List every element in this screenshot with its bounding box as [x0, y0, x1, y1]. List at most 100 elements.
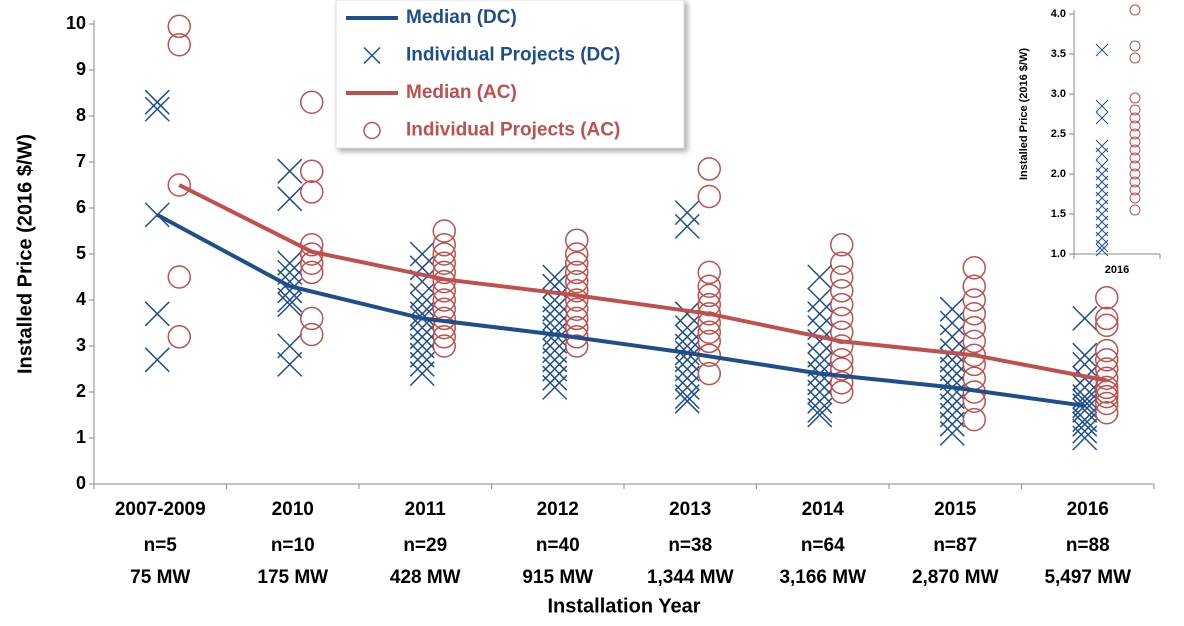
project-ac-marker: [697, 329, 721, 354]
project-dc-marker: [939, 356, 965, 382]
project-dc-marker: [807, 342, 833, 368]
project-ac-marker: [1129, 128, 1141, 140]
project-ac-marker: [830, 233, 854, 257]
project-dc-marker: [277, 351, 303, 377]
project-ac-marker: [1129, 152, 1141, 164]
legend-box: [335, 0, 685, 149]
x-tick-capacity: 2,870 MW: [912, 567, 999, 588]
x-tick-sample-size: n=10: [271, 535, 315, 556]
x-tick-sample-size: n=64: [801, 535, 845, 556]
project-dc-marker: [409, 333, 435, 359]
project-dc-marker: [939, 393, 965, 419]
project-dc-marker: [807, 379, 833, 405]
project-dc-marker: [1072, 305, 1098, 331]
y-tick-label: 4: [76, 289, 86, 309]
project-dc-marker: [409, 241, 435, 267]
project-ac-marker: [565, 251, 589, 275]
project-ac-marker: [962, 302, 986, 326]
project-ac-marker: [1129, 168, 1141, 180]
project-dc-marker: [409, 324, 435, 350]
project-ac-marker: [830, 292, 854, 317]
project-ac-marker: [962, 315, 986, 340]
y-tick-label: 8: [76, 105, 86, 125]
legend-o-marker: [363, 121, 381, 140]
project-ac-marker: [1129, 160, 1141, 172]
project-ac-marker: [432, 334, 456, 358]
x-tick-capacity: 1,344 MW: [647, 567, 734, 588]
project-ac-marker: [565, 306, 589, 331]
legend-label: Individual Projects (DC): [406, 45, 620, 66]
project-dc-marker: [144, 301, 170, 327]
project-ac-marker: [565, 297, 589, 321]
project-dc-marker: [674, 315, 700, 341]
project-ac-marker: [167, 325, 191, 349]
project-dc-marker: [939, 310, 965, 336]
project-ac-marker: [432, 288, 456, 312]
x-tick-capacity: 75 MW: [130, 567, 190, 588]
x-tick-label: 2011: [405, 499, 447, 520]
project-dc-marker: [542, 264, 568, 290]
project-ac-marker: [1129, 4, 1141, 16]
project-ac-marker: [1129, 120, 1141, 132]
project-ac-marker: [1129, 176, 1141, 188]
project-dc-marker: [1072, 418, 1098, 444]
project-ac-marker: [1129, 104, 1141, 116]
project-ac-marker: [830, 348, 854, 372]
project-dc-marker: [674, 200, 700, 226]
y-tick-label: 9: [76, 59, 86, 79]
project-ac-marker: [565, 334, 589, 358]
project-ac-marker: [962, 274, 986, 298]
y-tick-label: 1.5: [1051, 208, 1066, 220]
y-tick-label: 2: [76, 381, 86, 401]
project-dc-marker: [1072, 388, 1098, 414]
project-ac-marker: [1095, 375, 1119, 400]
project-ac-marker: [167, 32, 191, 57]
y-tick-label: 1: [76, 427, 86, 447]
project-dc-marker: [1095, 43, 1109, 57]
project-ac-marker: [1129, 144, 1141, 156]
legend: Median (DC) Individual Projects (DC) Media…: [335, 0, 685, 149]
project-ac-marker: [565, 288, 589, 312]
project-ac-marker: [300, 180, 324, 204]
legend-label: Median (DC): [406, 7, 517, 28]
project-dc-marker: [409, 351, 435, 377]
project-dc-marker: [1095, 111, 1109, 125]
project-ac-marker: [697, 283, 721, 308]
median-line: [156, 213, 1086, 408]
y-axis-title: Installed Price (2016 $/W): [14, 134, 36, 374]
project-dc-marker: [409, 282, 435, 308]
project-dc-marker: [144, 89, 170, 115]
project-ac-marker: [1095, 400, 1119, 425]
project-ac-marker: [1129, 136, 1141, 148]
y-tick-label: 0: [76, 473, 86, 493]
project-dc-marker: [939, 411, 965, 437]
project-ac-marker: [565, 242, 589, 266]
project-dc-marker: [807, 287, 833, 313]
project-dc-marker: [807, 301, 833, 327]
project-dc-marker: [277, 250, 303, 276]
project-ac-marker: [1095, 306, 1119, 331]
project-ac-marker: [167, 14, 191, 39]
project-dc-marker: [674, 356, 700, 382]
project-dc-marker: [144, 347, 170, 373]
project-ac-marker: [432, 325, 456, 349]
y-tick-label: 4.0: [1051, 8, 1066, 20]
project-ac-marker: [1129, 184, 1141, 196]
project-ac-marker: [697, 361, 721, 386]
project-ac-marker: [1129, 204, 1141, 216]
y-tick-label: 3: [76, 335, 86, 355]
project-ac-marker: [962, 288, 986, 312]
project-dc-marker: [674, 365, 700, 391]
project-dc-marker: [1072, 411, 1098, 437]
project-dc-marker: [1095, 239, 1109, 253]
project-dc-marker: [1095, 99, 1109, 113]
project-ac-marker: [830, 251, 854, 275]
project-ac-marker: [697, 320, 721, 344]
project-dc-marker: [1095, 147, 1109, 161]
project-dc-marker: [674, 388, 700, 414]
project-ac-marker: [1095, 380, 1119, 404]
median-line: [178, 183, 1108, 383]
x-tick-label: 2016: [1067, 499, 1109, 520]
inset-y-axis-title: Installed Price (2016 $/W): [1018, 48, 1030, 180]
